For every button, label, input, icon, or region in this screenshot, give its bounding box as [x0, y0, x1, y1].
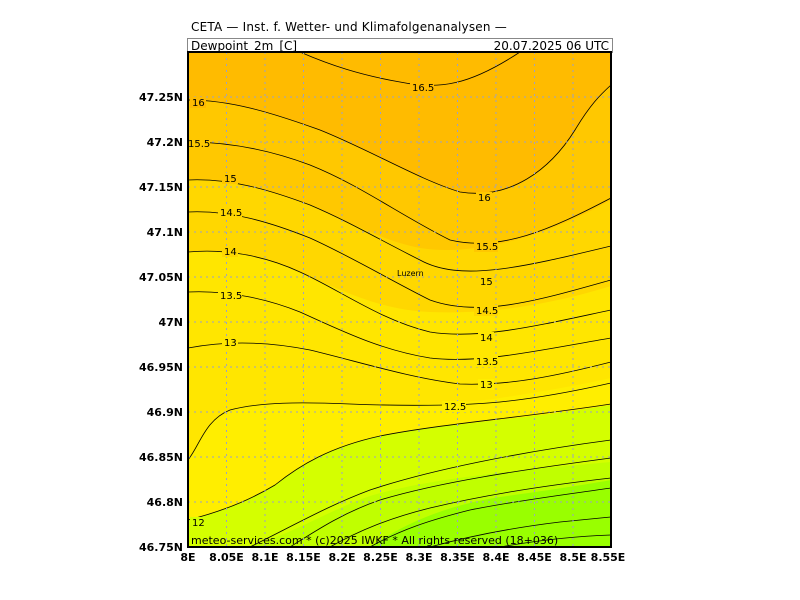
- y-tick-label: 46.85N: [139, 451, 183, 464]
- x-tick-label: 8.45E: [517, 551, 552, 564]
- x-axis: 8E 8.05E 8.1E 8.15E 8.2E 8.25E 8.3E 8.35…: [180, 551, 625, 564]
- x-tick-label: 8.25E: [363, 551, 398, 564]
- x-tick-label: 8.2E: [328, 551, 355, 564]
- contour-label: 12.5: [444, 402, 466, 413]
- contour-10: [369, 487, 611, 547]
- contour-label: 13.5: [476, 357, 498, 368]
- x-tick-label: 8E: [180, 551, 195, 564]
- credit-line: meteo-services.com * (c)2025 IWKF * All …: [191, 534, 558, 547]
- map-title: CETA — Inst. f. Wetter- und Klimafolgena…: [191, 20, 507, 34]
- valid-time-label: 20.07.2025 06 UTC: [493, 39, 609, 53]
- contour-label: 14.5: [220, 208, 242, 219]
- x-tick-label: 8.15E: [286, 551, 321, 564]
- city-label-luzern: Luzern: [397, 269, 424, 278]
- y-axis: 47.25N 47.2N 47.15N 47.1N 47.05N 47N 46.…: [139, 91, 183, 554]
- contour-label: 14: [224, 247, 237, 258]
- x-tick-label: 8.1E: [251, 551, 278, 564]
- contour-10-5: [329, 477, 611, 547]
- contour-label-group: 16.5 16 15.5 15 14.5 14 13.5 13 12.5 12 …: [188, 82, 498, 529]
- contour-label: 13: [224, 338, 237, 349]
- contour-12: [188, 403, 611, 521]
- contour-lines: [188, 52, 611, 547]
- y-tick-label: 47.2N: [147, 136, 183, 149]
- y-tick-label: 47.15N: [139, 181, 183, 194]
- contour-label: 15: [480, 277, 493, 288]
- contour-15-5: [188, 141, 611, 244]
- y-tick-label: 47.1N: [147, 226, 183, 239]
- contour-16-5: [299, 52, 521, 86]
- contour-11-5: [249, 439, 611, 547]
- x-tick-label: 8.5E: [559, 551, 586, 564]
- contour-9: [499, 534, 611, 547]
- parameter-label: Dewpoint_2m_[C]: [191, 39, 298, 53]
- y-tick-label: 47N: [158, 316, 183, 329]
- y-tick-label: 46.75N: [139, 541, 183, 554]
- contour-label: 15: [224, 174, 237, 185]
- contour-label: 16: [192, 98, 205, 109]
- contour-label: 13.5: [220, 291, 242, 302]
- contour-label: 15.5: [188, 139, 210, 150]
- y-tick-label: 46.9N: [147, 406, 183, 419]
- contour-label: 15.5: [476, 242, 498, 253]
- contour-14-5: [188, 211, 611, 308]
- contour-13-5: [188, 291, 611, 360]
- contour-16: [188, 84, 611, 194]
- contour-label: 14: [480, 333, 493, 344]
- y-tick-label: 46.8N: [147, 496, 183, 509]
- y-tick-label: 47.05N: [139, 271, 183, 284]
- x-tick-label: 8.35E: [440, 551, 475, 564]
- map-field: 16.5 16 15.5 15 14.5 14 13.5 13 12.5 12 …: [188, 52, 611, 547]
- contour-11: [289, 457, 611, 547]
- y-tick-label: 46.95N: [139, 361, 183, 374]
- map-frame: [187, 51, 612, 548]
- contour-9-5: [429, 516, 611, 547]
- contour-label: 14.5: [476, 306, 498, 317]
- x-tick-label: 8.05E: [209, 551, 244, 564]
- contour-14: [188, 250, 611, 335]
- contour-12-5: [188, 382, 611, 461]
- contour-13: [188, 342, 611, 385]
- contour-label: 16: [478, 193, 491, 204]
- x-tick-label: 8.3E: [405, 551, 432, 564]
- contour-label: 13: [480, 380, 493, 391]
- contour-label: 12: [192, 518, 205, 529]
- contour-label: 16.5: [412, 83, 434, 94]
- graticule: [188, 52, 611, 547]
- y-tick-label: 47.25N: [139, 91, 183, 104]
- x-tick-label: 8.4E: [482, 551, 509, 564]
- map-subheader: Dewpoint_2m_[C] 20.07.2025 06 UTC: [187, 38, 613, 53]
- band-16-plus: [188, 52, 611, 194]
- x-tick-label: 8.55E: [591, 551, 626, 564]
